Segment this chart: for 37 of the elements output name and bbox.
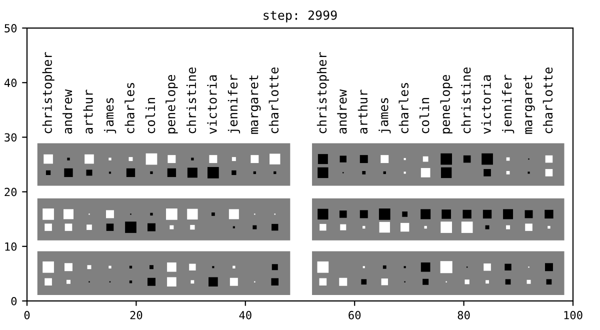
y-tick-label: 10 <box>5 242 17 251</box>
x-tick-label: 80 <box>458 310 470 320</box>
annotation: christopher <box>316 52 330 134</box>
x-tick-label: 100 <box>564 310 582 320</box>
annotation: arthur <box>358 90 368 134</box>
annotation: christopher <box>42 52 54 134</box>
y-tick-label: 40 <box>4 78 17 88</box>
annotation: colin <box>145 98 156 134</box>
annotation: jennifer <box>502 74 514 134</box>
y-tick-label: 30 <box>4 133 17 142</box>
annotation: margaret <box>249 76 261 134</box>
x-tick-label: 40 <box>239 310 252 320</box>
annotation: charlotte <box>542 67 553 134</box>
annotation: jennifer <box>228 74 240 134</box>
annotation: margaret <box>523 76 535 134</box>
annotation: james <box>378 98 391 134</box>
annotation: christine <box>186 67 196 134</box>
annotation: charles <box>398 83 408 134</box>
y-tick-label: 0 <box>11 296 17 306</box>
x-tick-label: 60 <box>348 310 361 320</box>
annotation: colin <box>420 98 430 134</box>
annotation: arthur <box>83 90 93 134</box>
y-tick-label: 20 <box>4 188 17 196</box>
annotation: victoria <box>481 75 491 134</box>
annotation: james <box>104 98 116 134</box>
chart-title: step: 2999 <box>264 10 337 22</box>
x-tick-label: 20 <box>130 310 142 320</box>
annotation: penelope <box>166 75 178 134</box>
x-tick-label: 0 <box>24 310 30 320</box>
annotation: victoria <box>207 75 217 134</box>
annotation: andrew <box>62 89 72 134</box>
annotation: christine <box>461 67 471 134</box>
y-tick-label: 50 <box>4 24 17 32</box>
annotation: charles <box>124 83 134 134</box>
annotation: penelope <box>440 75 452 134</box>
annotation: charlotte <box>268 67 279 134</box>
annotation: andrew <box>337 89 347 134</box>
